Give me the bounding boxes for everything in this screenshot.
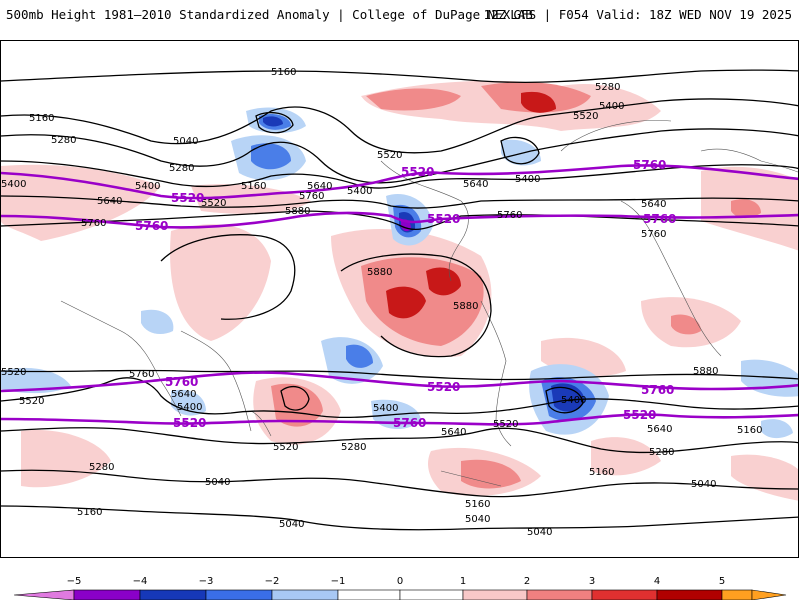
colorbar-tick-label: −3 (199, 576, 214, 587)
contour-label: 5400 (347, 186, 372, 197)
map-panel[interactable]: 5160 5280 5400 5520 5160 5040 5280 5160 … (0, 40, 799, 558)
contour-labels: 5160 5280 5400 5520 5160 5040 5280 5160 … (1, 67, 762, 538)
highlight-label: 5520 (427, 212, 460, 226)
colorbar-swatch (271, 589, 339, 600)
highlight-label: 5760 (135, 219, 168, 233)
highlight-label: 5520 (623, 408, 656, 422)
contour-label: 5160 (465, 499, 490, 510)
contour-label: 5040 (173, 136, 198, 147)
highlight-label: 5760 (633, 158, 666, 172)
contour-label: 5520 (377, 150, 402, 161)
colorbar-tick-label: 5 (719, 576, 725, 587)
contour-label: 5520 (493, 419, 518, 430)
title-bar: 500mb Height 1981–2010 Standardized Anom… (0, 0, 800, 30)
highlight-label: 5520 (171, 191, 204, 205)
contour-label: 5400 (177, 402, 202, 413)
colorbar-swatch (205, 589, 273, 600)
colorbar-swatch (721, 589, 753, 600)
contour-label: 5640 (171, 389, 196, 400)
colorbar-swatch (399, 589, 464, 600)
contour-label: 5520 (573, 111, 598, 122)
highlight-label: 5760 (643, 212, 676, 226)
colorbar-legend: −5 −4 −3 −2 −1 0 1 2 3 4 5 (13, 576, 787, 600)
contour-label: 5280 (649, 447, 674, 458)
contour-label: 5280 (595, 82, 620, 93)
contour-label: 5520 (201, 198, 226, 209)
highlight-label: 5760 (165, 375, 198, 389)
positive-anomaly-shading-max (386, 91, 556, 319)
contour-label: 5760 (129, 369, 154, 380)
colorbar-tick-label: −5 (67, 576, 82, 587)
contour-label: 5280 (169, 163, 194, 174)
colorbar-tick-label: 0 (397, 576, 403, 587)
contour-label: 5760 (641, 229, 666, 240)
contour-label: 5640 (463, 179, 488, 190)
colorbar-tick-label: 4 (654, 576, 660, 587)
contour-label: 5520 (19, 396, 44, 407)
contour-label: 5400 (135, 181, 160, 192)
contour-label: 5040 (691, 479, 716, 490)
anomaly-map: 5160 5280 5400 5520 5160 5040 5280 5160 … (1, 67, 798, 538)
contour-label: 5400 (561, 395, 586, 406)
highlight-label: 5760 (641, 383, 674, 397)
colorbar-swatch (656, 589, 723, 600)
contour-label: 5160 (589, 467, 614, 478)
highlight-label: 5520 (427, 380, 460, 394)
contour-label: 5040 (527, 527, 552, 538)
contour-label: 5280 (89, 462, 114, 473)
colorbar-swatch (13, 589, 75, 600)
contour-label: 5640 (641, 199, 666, 210)
contour-label: 5160 (241, 181, 266, 192)
highlight-label: 5520 (401, 165, 434, 179)
colorbar-swatch (526, 589, 593, 600)
colorbar-swatch (751, 589, 787, 600)
highlight-labels: 5520 5760 5520 5760 5520 5760 5760 5520 … (135, 158, 676, 430)
contour-label: 5040 (279, 519, 304, 530)
contour-label: 5040 (465, 514, 490, 525)
colorbar-swatch (591, 589, 658, 600)
contour-label: 5640 (97, 196, 122, 207)
contour-label: 5400 (1, 179, 26, 190)
contour-label: 5520 (273, 442, 298, 453)
contour-label: 5640 (647, 424, 672, 435)
contour-label: 5160 (737, 425, 762, 436)
colorbar-swatch (462, 589, 528, 600)
contour-label: 5640 (441, 427, 466, 438)
colorbar-ticks: −5 −4 −3 −2 −1 0 1 2 3 4 5 (67, 576, 726, 587)
colorbar-tick-label: 1 (460, 576, 466, 587)
contour-label: 5640 (307, 181, 332, 192)
colorbar-tick-label: −1 (331, 576, 346, 587)
colorbar-tick-label: −4 (133, 576, 148, 587)
contour-label: 5280 (341, 442, 366, 453)
contour-label: 5880 (453, 301, 478, 312)
contour-label: 5280 (51, 135, 76, 146)
colorbar-swatch (139, 589, 207, 600)
contour-label: 5880 (367, 267, 392, 278)
contour-label: 5160 (271, 67, 296, 78)
contour-label: 5880 (693, 366, 718, 377)
contour-label: 5160 (77, 507, 102, 518)
contour-label: 5760 (497, 210, 522, 221)
contour-label: 5400 (373, 403, 398, 414)
map-title: 500mb Height 1981–2010 Standardized Anom… (6, 7, 533, 22)
contour-label: 5520 (1, 367, 26, 378)
contour-label: 5760 (299, 191, 324, 202)
highlight-contours (1, 164, 798, 426)
contour-label: 5400 (599, 101, 624, 112)
highlight-label: 5760 (393, 416, 426, 430)
colorbar-swatch (73, 589, 141, 600)
contour-label: 5040 (205, 477, 230, 488)
contour-label: 5400 (515, 174, 540, 185)
contour-label: 5880 (285, 206, 310, 217)
highlight-label: 5520 (173, 416, 206, 430)
colorbar-swatches (13, 589, 787, 600)
colorbar-swatch (337, 589, 401, 600)
model-run-info: 12Z GFS | F054 Valid: 18Z WED NOV 19 202… (483, 7, 792, 22)
colorbar-tick-label: 3 (589, 576, 595, 587)
colorbar-tick-label: −2 (265, 576, 280, 587)
contour-label: 5160 (29, 113, 54, 124)
colorbar-tick-label: 2 (524, 576, 530, 587)
contour-label: 5760 (81, 218, 106, 229)
